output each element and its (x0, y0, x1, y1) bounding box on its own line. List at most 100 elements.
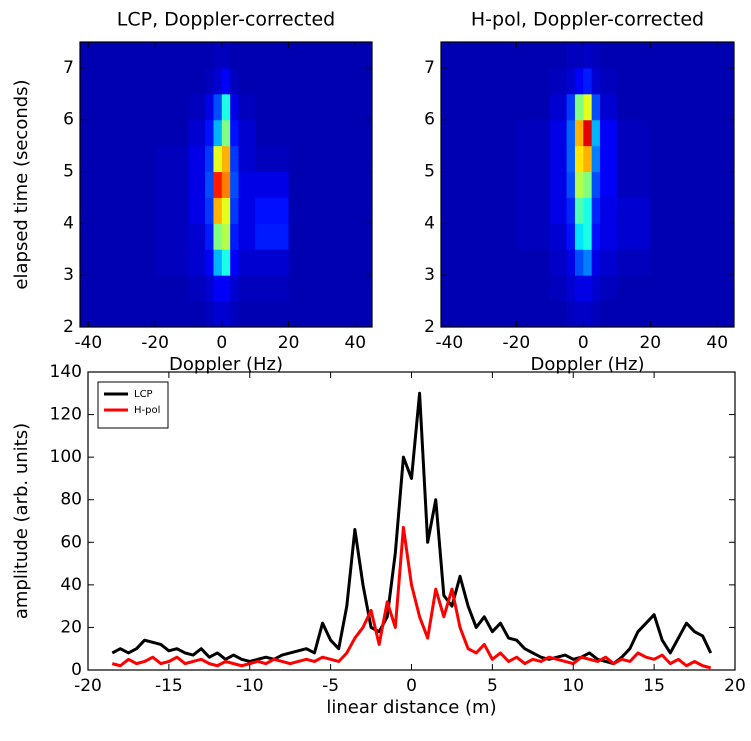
heat-cell (650, 171, 685, 198)
heat-cell (516, 249, 551, 276)
heat-cell (650, 275, 685, 302)
y-tick-label: 20 (60, 617, 82, 637)
heat-cell (188, 197, 206, 224)
heat-cell (574, 93, 584, 121)
heat-cell (288, 42, 323, 69)
heat-cell (482, 223, 517, 250)
heat-cell (650, 301, 685, 328)
heat-cell (583, 67, 593, 95)
heat-cell (213, 119, 223, 147)
heat-cell (600, 67, 618, 95)
heat-cell (566, 171, 576, 198)
x-tick-label: 20 (278, 333, 300, 353)
y-tick-label: 3 (424, 265, 435, 285)
heat-cell (213, 171, 223, 198)
heat-cell (616, 145, 651, 173)
heat-cell (616, 249, 651, 276)
heat-cell (516, 67, 551, 95)
x-tick-label: 20 (724, 676, 746, 696)
heat-cell (288, 67, 323, 95)
heat-cell (482, 67, 517, 95)
x-tick-label: 10 (562, 676, 584, 696)
y-axis-label: amplitude (arb. units) (11, 423, 32, 619)
y-tick-label: 2 (63, 317, 74, 337)
heat-cell (591, 249, 601, 276)
series-line (111, 391, 713, 666)
heat-cell (516, 171, 551, 198)
y-tick-label: 80 (60, 490, 82, 510)
heat-cell (213, 67, 223, 95)
heat-cell (566, 249, 576, 276)
heat-cell (121, 67, 156, 95)
heat-cell (121, 119, 156, 147)
heat-cell (591, 145, 601, 173)
heat-cell (155, 42, 189, 69)
heat-cell (121, 197, 156, 224)
heat-cell (591, 119, 601, 147)
heat-cell (600, 275, 618, 302)
heat-cell (616, 223, 651, 250)
heat-cell (230, 249, 240, 276)
heat-cell (583, 42, 593, 69)
heat-cell (583, 301, 593, 328)
x-tick-label: 40 (706, 333, 728, 353)
heat-cell (616, 67, 651, 95)
heat-cell (683, 171, 735, 198)
heat-cell (238, 197, 256, 224)
heat-cell (188, 145, 206, 173)
heat-cell (549, 223, 568, 250)
heat-cell (616, 197, 651, 224)
heat-cell (591, 197, 601, 224)
heat-cell (221, 145, 231, 173)
plot-frame (79, 41, 373, 328)
heat-cell (238, 301, 256, 328)
heat-cell (288, 171, 323, 198)
heat-cell (650, 197, 685, 224)
heat-cell (482, 275, 517, 302)
heat-cell (155, 171, 189, 198)
heat-cell (221, 67, 231, 95)
heat-cell (121, 93, 156, 121)
heat-cell (574, 223, 584, 250)
heat-cell (482, 301, 517, 328)
heat-cell (516, 223, 551, 250)
heat-cell (288, 301, 323, 328)
heat-cell (574, 67, 584, 95)
heat-cell (155, 301, 189, 328)
heat-cell (591, 275, 601, 302)
heat-cell (574, 275, 584, 302)
y-tick-label: 4 (424, 213, 435, 233)
heat-cell (121, 171, 156, 198)
heat-cell (213, 301, 223, 328)
heat-cell (238, 275, 256, 302)
heat-cell (80, 145, 123, 173)
chart-title: H-pol, Doppler-corrected (471, 9, 704, 31)
heat-cell (238, 145, 256, 173)
heat-cell (255, 93, 290, 121)
legend-label: H-pol (134, 405, 160, 416)
heat-cell (549, 42, 568, 69)
heat-cell (221, 171, 231, 198)
heat-cell (574, 301, 584, 328)
heat-cell (616, 119, 651, 147)
heat-cell (441, 119, 484, 147)
heat-cell (288, 145, 323, 173)
heat-cell (441, 249, 484, 276)
plot-frame (87, 371, 736, 671)
heat-cell (205, 275, 214, 302)
heat-cell (255, 119, 290, 147)
series-line (111, 525, 712, 670)
heat-cell (321, 223, 373, 250)
heat-cell (482, 145, 517, 173)
heat-cell (583, 93, 593, 121)
heat-cell (683, 275, 735, 302)
heat-cell (255, 249, 290, 276)
heat-cell (238, 93, 256, 121)
legend-label: LCP (134, 389, 153, 400)
heat-cell (600, 42, 618, 69)
heat-cell (683, 93, 735, 121)
heat-cell (80, 93, 123, 121)
heat-cell (650, 249, 685, 276)
heat-cell (574, 249, 584, 276)
heat-cell (188, 93, 206, 121)
